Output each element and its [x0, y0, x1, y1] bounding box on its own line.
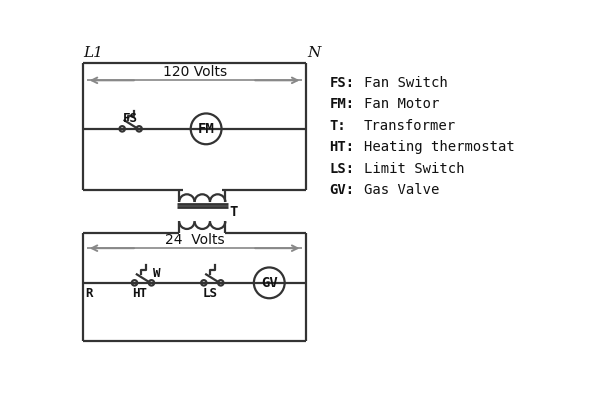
Text: T: T: [230, 205, 238, 219]
Text: FM: FM: [198, 122, 215, 136]
Text: L1: L1: [83, 46, 103, 60]
Text: 24  Volts: 24 Volts: [165, 233, 224, 247]
Text: FS:: FS:: [329, 76, 355, 90]
Text: GV: GV: [261, 276, 278, 290]
Text: Fan Motor: Fan Motor: [364, 97, 440, 111]
Text: T:: T:: [329, 119, 346, 133]
Text: 120 Volts: 120 Volts: [162, 65, 227, 79]
Text: R: R: [85, 288, 93, 300]
Text: Heating thermostat: Heating thermostat: [364, 140, 514, 154]
Text: HT:: HT:: [329, 140, 355, 154]
Text: FS: FS: [123, 112, 138, 125]
Text: LS: LS: [202, 288, 218, 300]
Text: Limit Switch: Limit Switch: [364, 162, 464, 176]
Text: N: N: [308, 46, 321, 60]
Text: FM:: FM:: [329, 97, 355, 111]
Text: W: W: [153, 267, 160, 280]
Text: HT: HT: [132, 288, 147, 300]
Text: GV:: GV:: [329, 184, 355, 198]
Text: Gas Valve: Gas Valve: [364, 184, 440, 198]
Text: Fan Switch: Fan Switch: [364, 76, 448, 90]
Text: LS:: LS:: [329, 162, 355, 176]
Text: Transformer: Transformer: [364, 119, 456, 133]
